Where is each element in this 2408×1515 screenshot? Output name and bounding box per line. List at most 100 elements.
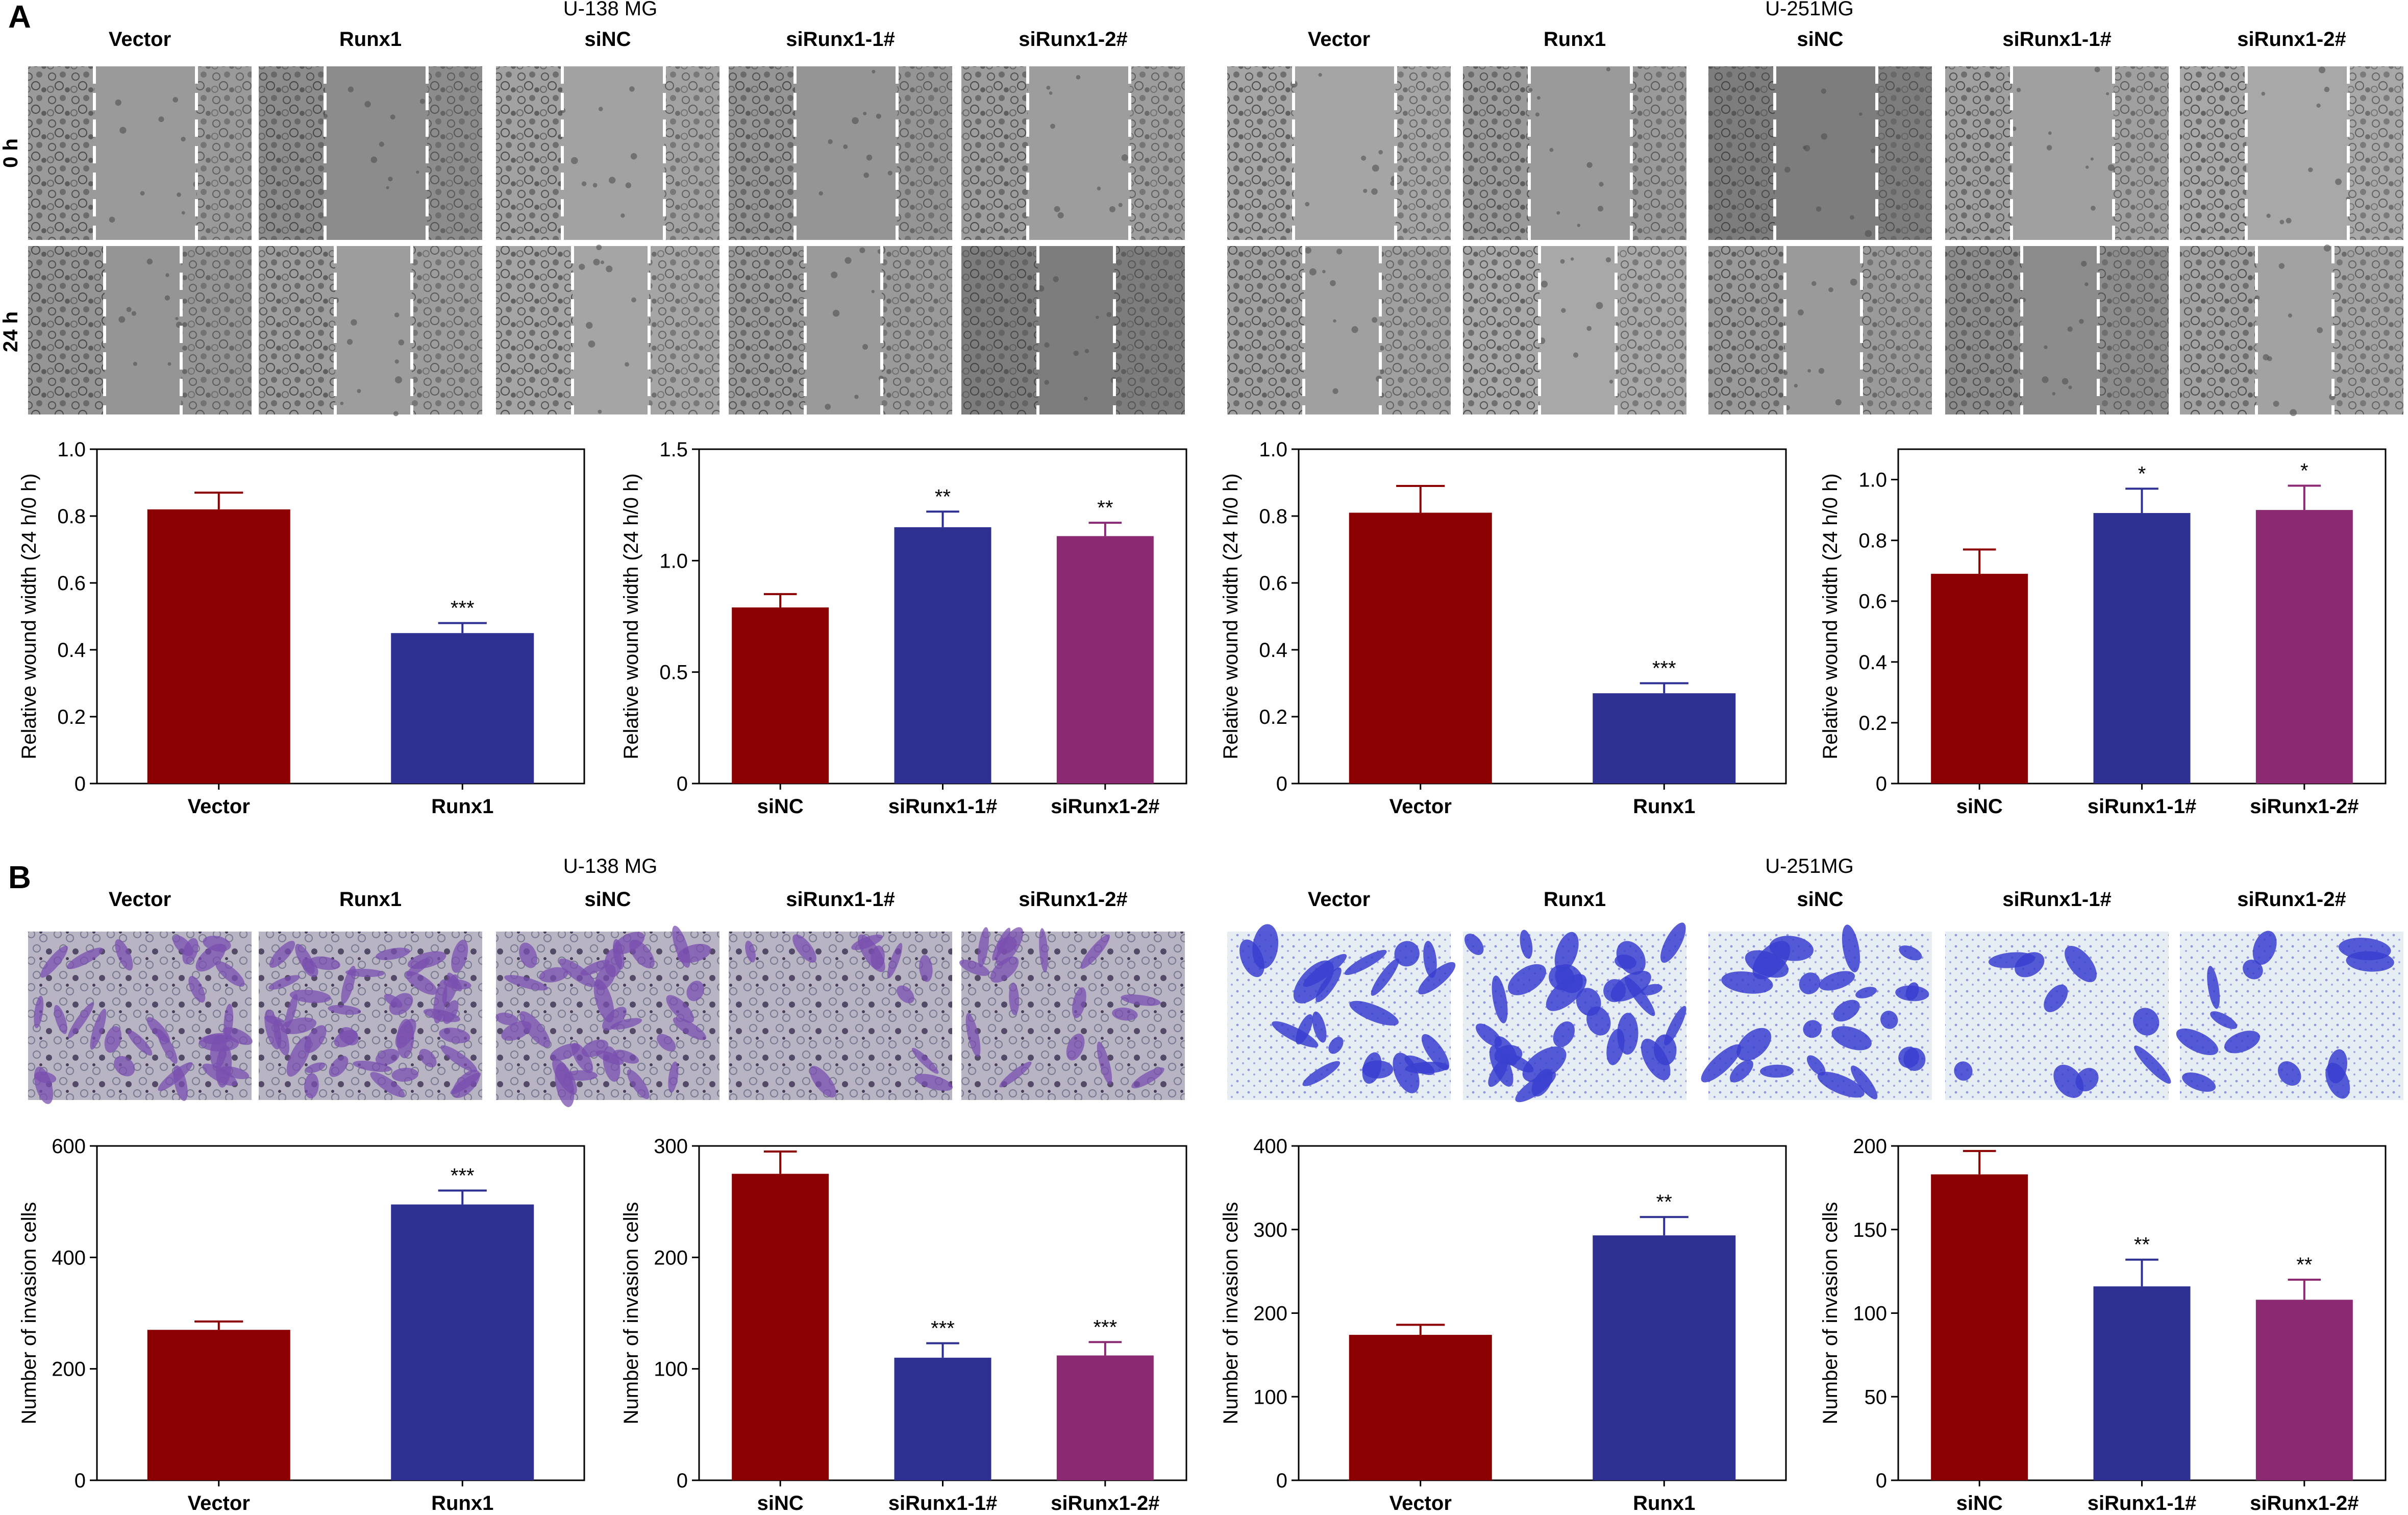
invasion-micrograph-u251 [1945,932,2171,1100]
bar-chart-B3: 0 100 200 300 400 Number of invasion cells Vec… [1220,1135,1787,1514]
y-tick-label: 0.8 [57,505,86,528]
bar-chart-A4: 0 0.2 0.4 0.6 0.8 1.0 Relative wound width (24… [1819,448,2387,818]
wound-healing-micrograph [1945,66,2169,240]
y-tick-label: 0.5 [659,662,688,684]
column-label-b: Runx1 [339,888,402,911]
invasion-micrograph-u138 [729,932,953,1100]
column-label-a: siNC [584,28,631,51]
cell-line-title-b-u251: U-251MG [1765,855,1853,877]
wound-healing-micrograph [1227,246,1451,414]
significance-marker: *** [931,1317,955,1339]
bar [1056,536,1154,784]
y-axis-label: Number of invasion cells [1819,1202,1842,1425]
panel-label-a: A [8,0,31,35]
y-axis-label: Relative wound width (24 h/0 h) [1819,473,1842,759]
bar [894,527,991,784]
wound-healing-micrograph [1708,246,1932,414]
x-tick-label: siNC [1956,1492,2003,1512]
wound-healing-micrograph [1227,66,1451,240]
significance-marker: ** [2296,1254,2312,1276]
column-label-a: Runx1 [339,28,402,51]
y-tick-label: 0.6 [1259,572,1287,595]
x-tick-label: Vector [1389,795,1452,818]
y-tick-label: 200 [654,1247,688,1269]
wound-healing-micrograph [2180,66,2403,240]
wound-healing-micrograph [496,245,719,414]
bar [147,509,290,784]
bar [1349,512,1492,784]
invasion-micrograph-u138 [959,927,1185,1100]
invasion-micrograph-u251 [1463,922,1686,1103]
invasion-micrograph-u251 [1227,924,1456,1100]
y-tick-label: 50 [1865,1386,1888,1408]
x-tick-label: siRunx1-2# [1051,795,1159,818]
y-tick-label: 100 [654,1358,688,1381]
significance-marker: ** [1656,1191,1672,1213]
column-label-b: siRunx1-2# [1019,888,1127,911]
column-label-b: Vector [1308,888,1370,911]
column-label-a: siRunx1-2# [1019,28,1127,51]
bar [894,1357,991,1480]
significance-marker: * [2138,462,2146,485]
y-axis-label: Number of invasion cells [1220,1202,1242,1425]
y-tick-label: 0.4 [1858,651,1887,674]
bar-chart-A3: 0 0.2 0.4 0.6 0.8 1.0 Relative wound width (24… [1220,438,1787,818]
y-tick-label: 0.6 [1858,591,1887,613]
y-tick-label: 300 [654,1135,688,1158]
bar [2093,1286,2191,1480]
bar [391,1204,534,1480]
bar [732,607,829,784]
y-tick-label: 200 [52,1358,86,1381]
y-tick-label: 0.6 [57,572,86,595]
x-tick-label: Runx1 [431,1492,493,1512]
wound-healing-micrograph [729,66,952,240]
y-axis-label: Number of invasion cells [18,1202,40,1425]
y-tick-label: 1.0 [57,438,86,461]
wound-healing-micrograph [259,66,482,240]
x-tick-label: siRunx1-1# [888,795,997,818]
column-label-a: Vector [1308,28,1370,51]
significance-marker: ** [2134,1234,2150,1256]
x-tick-label: Vector [188,1492,250,1512]
wound-healing-micrograph [1463,246,1686,414]
row-label-0h: 0 h [0,138,22,168]
x-tick-label: Vector [188,795,250,818]
bar [2255,510,2353,784]
x-tick-label: siRunx1-1# [2088,795,2196,818]
bar [732,1174,829,1480]
y-tick-label: 1.0 [1858,469,1887,492]
significance-marker: *** [451,1164,475,1187]
x-tick-label: Runx1 [1633,795,1695,818]
y-tick-label: 0.4 [57,639,86,662]
bar [1593,1235,1736,1480]
plot-frame [96,448,585,785]
bar-chart-A1: 0 0.2 0.4 0.6 0.8 1.0 Relative wound width (24… [18,438,585,818]
y-tick-label: 0 [677,1470,688,1492]
x-tick-label: siRunx1-2# [2250,1492,2359,1512]
bar [1931,1174,2028,1480]
x-tick-label: siNC [1956,795,2003,818]
wound-healing-micrograph [496,66,719,240]
y-axis-label: Relative wound width (24 h/0 h) [1220,473,1242,759]
y-tick-label: 0 [677,773,688,795]
invasion-micrograph-u251 [2176,931,2403,1100]
x-tick-label: siNC [757,1492,804,1512]
bar [2093,513,2191,784]
y-tick-label: 1.0 [1259,438,1287,461]
y-tick-label: 200 [1253,1303,1287,1325]
y-tick-label: 1.5 [659,438,688,461]
y-tick-label: 0.2 [57,706,86,728]
bar-chart-B1: 0 200 400 600 Number of invasion cells Vector… [18,1135,585,1514]
column-label-a: siNC [1797,28,1843,51]
y-tick-label: 0 [1876,1470,1887,1492]
wound-healing-micrograph [1945,246,2169,414]
x-tick-label: Runx1 [431,795,493,818]
y-tick-label: 100 [1253,1386,1287,1408]
wound-healing-micrograph [729,246,952,414]
bar [147,1330,290,1480]
column-label-b: siRunx1-1# [786,888,895,911]
invasion-micrograph-u251 [1701,924,1932,1100]
y-tick-label: 100 [1853,1303,1887,1325]
y-axis-label: Relative wound width (24 h/0 h) [620,473,642,759]
row-label-24h: 24 h [0,311,22,352]
